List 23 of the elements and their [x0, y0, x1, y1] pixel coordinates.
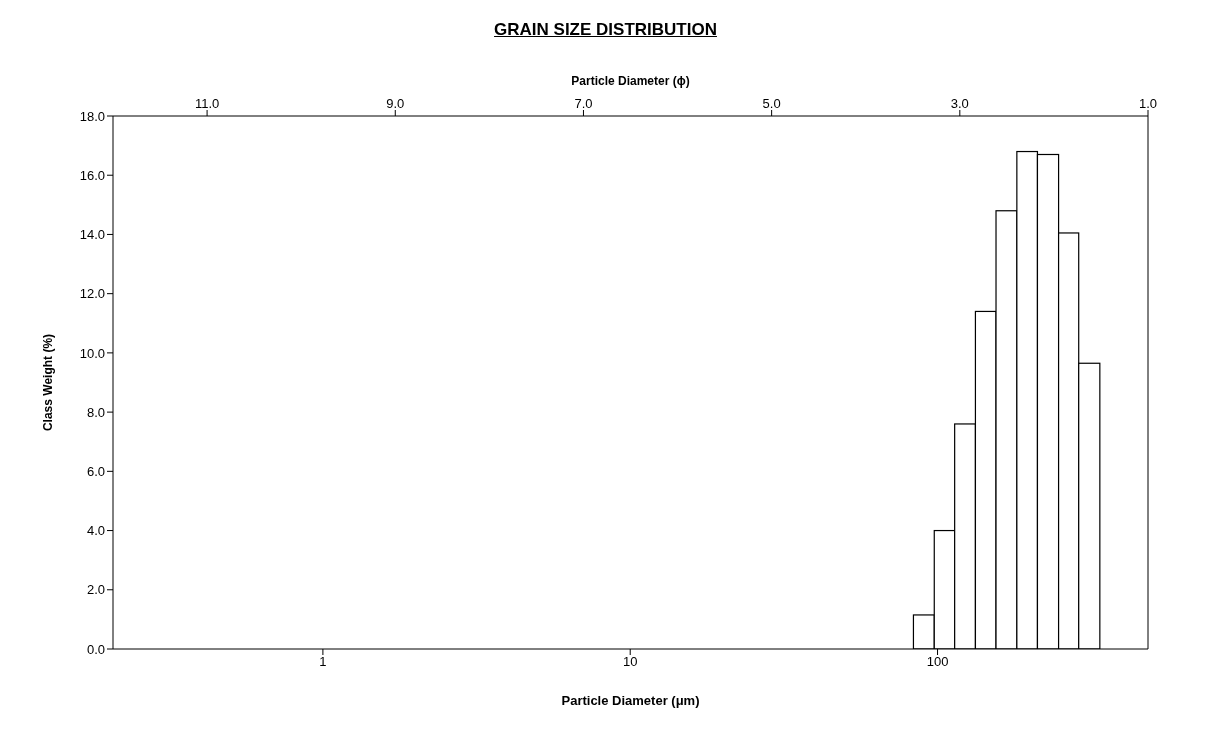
y-tick-label: 12.0	[79, 286, 105, 302]
chart-title: GRAIN SIZE DISTRIBUTION	[493, 20, 718, 40]
y-tick-label: 0.0	[86, 641, 105, 657]
y-tick-label: 10.0	[79, 345, 105, 361]
x2-tick-label: 5.0	[762, 96, 781, 111]
y-tick-label: 6.0	[86, 463, 105, 479]
y-tick-label: 4.0	[86, 523, 105, 539]
x2-tick-label: 9.0	[386, 96, 405, 111]
y-tick-label: 16.0	[79, 167, 105, 183]
y-axis-title: Class Weight (%)	[41, 333, 56, 432]
y-tick-label: 18.0	[79, 108, 105, 124]
y-tick-label: 14.0	[79, 227, 105, 243]
x2-tick-label: 11.0	[194, 96, 220, 111]
x-axis-title: Particle Diameter (μm)	[561, 693, 700, 708]
x2-tick-label: 1.0	[1138, 96, 1158, 111]
x2-tick-label: 3.0	[950, 96, 969, 111]
x-tick-label: 1	[319, 654, 327, 670]
y-tick-label: 2.0	[86, 582, 105, 598]
x2-tick-label: 7.0	[574, 96, 593, 111]
x-tick-label: 10	[622, 654, 638, 670]
x2-axis-title: Particle Diameter (ϕ)	[571, 73, 690, 88]
x-tick-label: 100	[926, 654, 949, 670]
y-tick-label: 8.0	[86, 404, 105, 420]
